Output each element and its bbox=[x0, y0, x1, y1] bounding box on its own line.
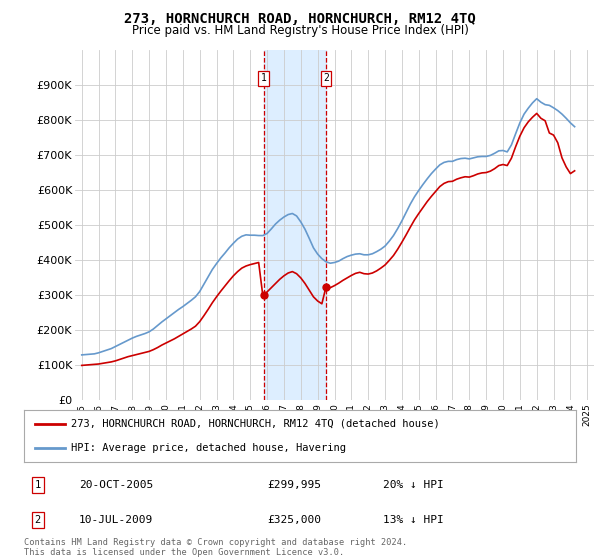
Text: £325,000: £325,000 bbox=[267, 515, 321, 525]
Text: 2: 2 bbox=[35, 515, 41, 525]
Text: 20-OCT-2005: 20-OCT-2005 bbox=[79, 480, 154, 490]
Text: 273, HORNCHURCH ROAD, HORNCHURCH, RM12 4TQ (detached house): 273, HORNCHURCH ROAD, HORNCHURCH, RM12 4… bbox=[71, 419, 440, 429]
Text: £299,995: £299,995 bbox=[267, 480, 321, 490]
Text: 273, HORNCHURCH ROAD, HORNCHURCH, RM12 4TQ: 273, HORNCHURCH ROAD, HORNCHURCH, RM12 4… bbox=[124, 12, 476, 26]
Text: 2: 2 bbox=[323, 73, 329, 83]
Text: Price paid vs. HM Land Registry's House Price Index (HPI): Price paid vs. HM Land Registry's House … bbox=[131, 24, 469, 36]
Text: 13% ↓ HPI: 13% ↓ HPI bbox=[383, 515, 443, 525]
Bar bbox=[264, 50, 326, 400]
Text: 1: 1 bbox=[261, 73, 266, 83]
Text: HPI: Average price, detached house, Havering: HPI: Average price, detached house, Have… bbox=[71, 443, 346, 453]
Text: 20% ↓ HPI: 20% ↓ HPI bbox=[383, 480, 443, 490]
Text: 10-JUL-2009: 10-JUL-2009 bbox=[79, 515, 154, 525]
Text: Contains HM Land Registry data © Crown copyright and database right 2024.
This d: Contains HM Land Registry data © Crown c… bbox=[24, 538, 407, 557]
Text: 1: 1 bbox=[35, 480, 41, 490]
